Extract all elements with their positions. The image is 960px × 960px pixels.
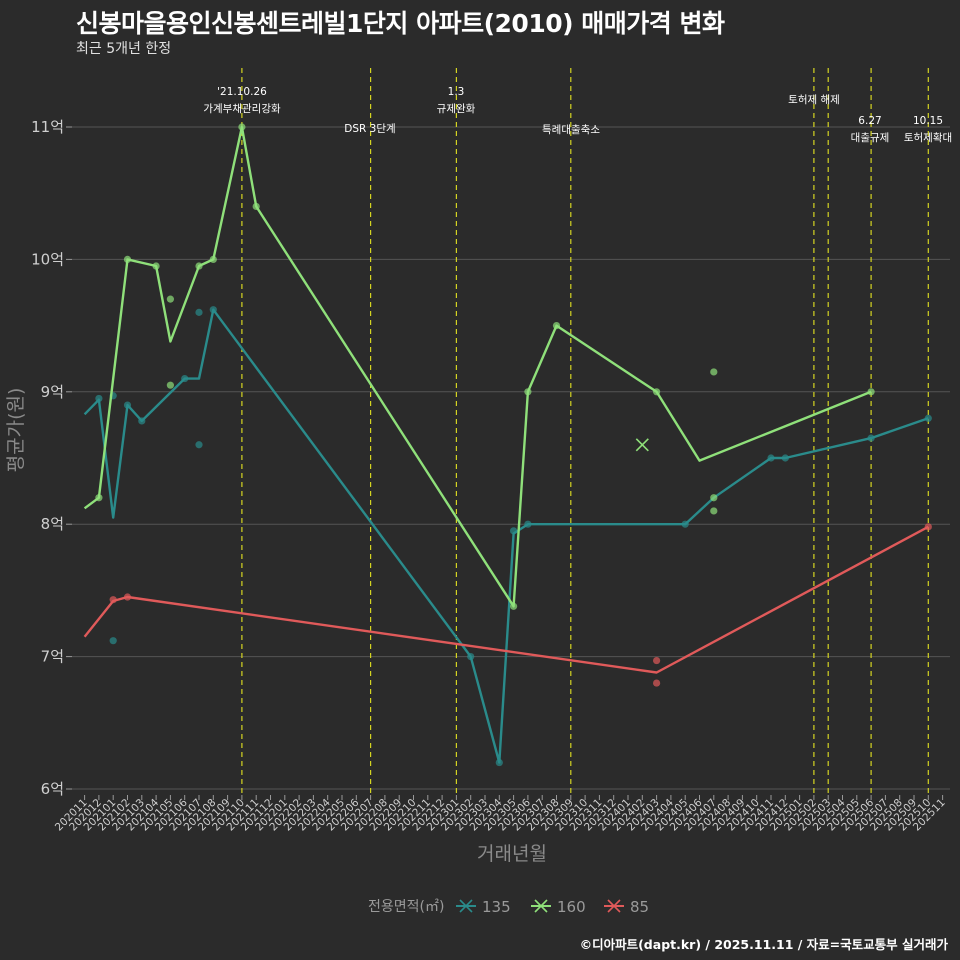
y-tick-label: 10억 xyxy=(31,250,64,268)
data-point-135 xyxy=(924,414,932,422)
data-point-85 xyxy=(653,656,661,665)
legend-key-135 xyxy=(456,899,476,913)
event-annotation: 규제완화 xyxy=(437,102,476,115)
data-point-160 xyxy=(710,368,718,376)
data-point-160 xyxy=(552,322,561,330)
event-annotation: '21.10.26 xyxy=(217,86,267,98)
y-tick-label: 6억 xyxy=(41,780,64,798)
y-tick-label: 8억 xyxy=(41,515,64,533)
data-point-160 xyxy=(252,202,260,211)
data-point-85 xyxy=(109,596,117,604)
event-annotation: 특례대출축소 xyxy=(542,124,600,136)
cross-marker-160 xyxy=(635,438,649,452)
event-annotation: 가계부채관리강화 xyxy=(203,103,281,115)
data-point-160 xyxy=(509,602,518,610)
event-annotation: 10.15 xyxy=(913,115,943,127)
y-tick-label: 7억 xyxy=(41,648,64,666)
series-line-85 xyxy=(83,525,929,674)
data-point-160 xyxy=(238,123,246,131)
data-point-135 xyxy=(109,637,117,645)
legend: 전용면적(㎡) 135 160 85 xyxy=(368,898,649,916)
data-point-85 xyxy=(123,593,132,601)
data-point-160 xyxy=(123,255,132,263)
data-point-160 xyxy=(195,262,203,270)
data-point-160 xyxy=(95,494,103,502)
legend-label: 160 xyxy=(557,898,586,916)
data-point-135 xyxy=(867,434,875,442)
data-point-135 xyxy=(495,758,503,767)
data-point-135 xyxy=(95,394,103,403)
data-point-135 xyxy=(467,653,475,661)
y-tick-label: 11억 xyxy=(31,118,64,136)
chart-title: 신봉마을용인신봉센트레빌1단지 아파트(2010) 매매가격 변화 xyxy=(76,9,725,38)
data-point-135 xyxy=(195,441,203,449)
legend-title: 전용면적(㎡) xyxy=(368,899,444,915)
data-point-135 xyxy=(524,520,532,528)
y-axis-title: 평균가(원) xyxy=(5,388,27,473)
data-point-135 xyxy=(681,520,689,528)
x-axis-title: 거래년월 xyxy=(477,843,547,865)
data-point-135 xyxy=(181,374,189,383)
data-point-160 xyxy=(710,494,718,502)
source-caption: ©디아파트(dapt.kr) / 2025.11.11 / 자료=국토교통부 실… xyxy=(579,937,948,952)
legend-key-85 xyxy=(604,899,624,913)
data-point-135 xyxy=(509,527,518,535)
data-point-135 xyxy=(138,417,146,425)
legend-key-160 xyxy=(531,899,551,913)
data-point-160 xyxy=(867,388,875,396)
data-point-135 xyxy=(781,454,789,462)
event-annotation: 토허제 해제 xyxy=(788,93,840,106)
event-annotation: DSR 3단계 xyxy=(344,123,395,135)
data-point-160 xyxy=(653,388,661,396)
data-point-85 xyxy=(653,679,661,687)
data-point-85 xyxy=(924,523,932,531)
data-point-160 xyxy=(152,262,160,270)
event-annotation: 6.27 xyxy=(858,115,881,127)
data-point-160 xyxy=(710,507,718,515)
event-annotation: 대출규제 xyxy=(851,132,890,144)
y-tick-label: 9억 xyxy=(41,383,64,401)
event-annotation: 토허제확대 xyxy=(904,131,952,144)
series-line-135 xyxy=(83,308,929,764)
data-point-160 xyxy=(166,295,174,303)
data-point-160 xyxy=(166,381,174,389)
data-point-135 xyxy=(123,401,132,409)
legend-label: 85 xyxy=(630,898,649,916)
data-point-135 xyxy=(767,454,775,462)
chart-subtitle: 최근 5개년 한정 xyxy=(76,41,172,57)
data-point-160 xyxy=(209,255,217,263)
data-point-160 xyxy=(524,388,532,396)
data-point-135 xyxy=(195,308,203,316)
data-point-135 xyxy=(209,306,217,314)
event-annotation: 1.3 xyxy=(448,86,465,98)
legend-label: 135 xyxy=(482,898,511,916)
